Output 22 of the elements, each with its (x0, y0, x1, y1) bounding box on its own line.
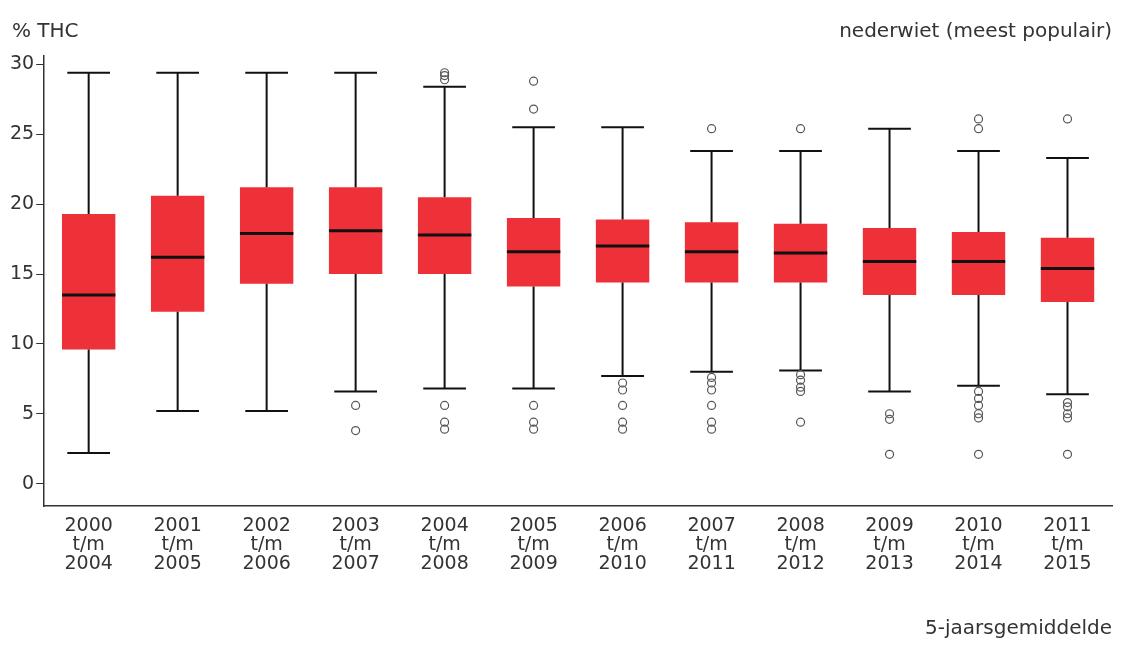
x-tick-label: 2002 t/m 2006 (242, 513, 291, 574)
x-tick-label: 2006 t/m 2010 (598, 513, 647, 574)
chart-title: nederwiet (meest populair) (839, 18, 1112, 43)
x-tick-label: 2003 t/m 2007 (331, 513, 380, 574)
x-tick-label: 2010 t/m 2014 (954, 513, 1003, 574)
y-tick-label: 25 (9, 121, 35, 144)
x-tick-label: 2000 t/m 2004 (64, 513, 113, 574)
x-tick-label: 2011 t/m 2015 (1043, 513, 1092, 574)
y-tick-label: 10 (9, 330, 35, 353)
x-tick-label: 2005 t/m 2009 (509, 513, 558, 574)
y-axis-title: % THC (12, 18, 79, 43)
y-tick-label: 20 (9, 191, 35, 214)
y-tick-label: 0 (22, 470, 35, 493)
x-tick-label: 2009 t/m 2013 (865, 513, 914, 574)
x-axis-title: 5-jaarsgemiddelde (925, 615, 1112, 640)
x-tick-label: 2004 t/m 2008 (420, 513, 469, 574)
y-tick-label: 30 (9, 51, 35, 74)
x-tick-label: 2001 t/m 2005 (153, 513, 202, 574)
y-tick-label: 15 (9, 260, 35, 283)
x-tick-label: 2007 t/m 2011 (687, 513, 736, 574)
y-tick-label: 5 (22, 400, 35, 423)
x-tick-label: 2008 t/m 2012 (776, 513, 825, 574)
